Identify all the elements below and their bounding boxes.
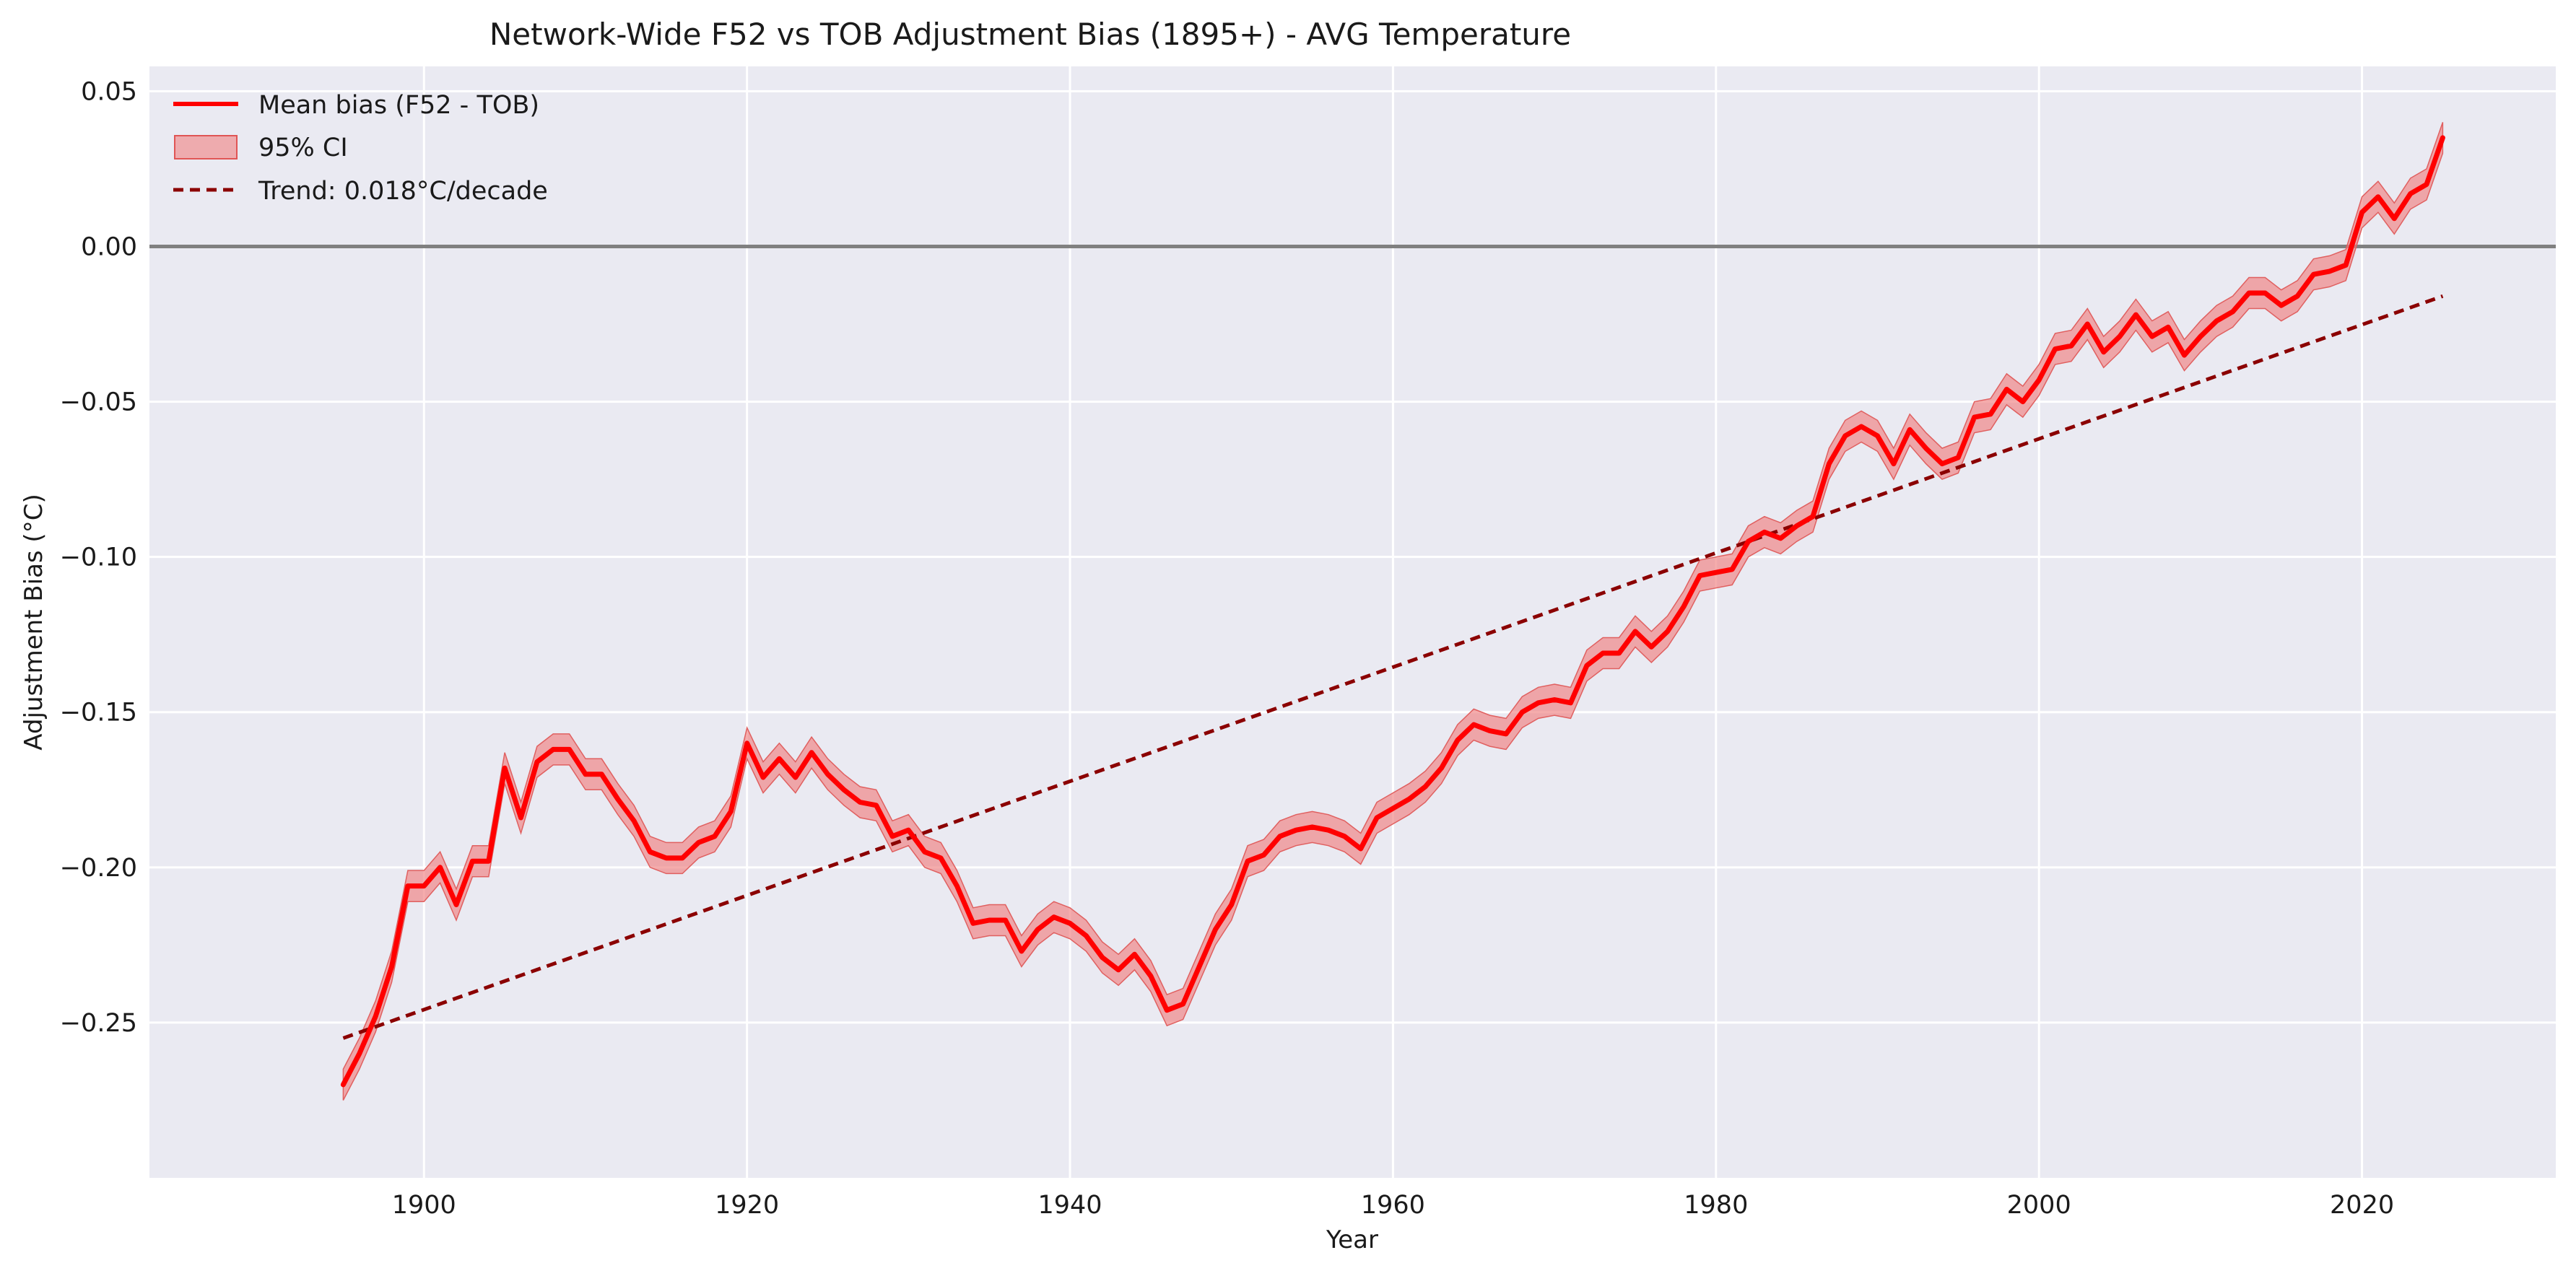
ci-band-area [342, 122, 2444, 1101]
y-axis-label: Adjustment Bias (°C) [19, 494, 48, 750]
x-tick-labels: 1900 1920 1940 1960 1980 2000 2020 [392, 1191, 2394, 1220]
x-tick-label: 1960 [1361, 1191, 1425, 1220]
y-tick-label: −0.20 [60, 854, 137, 883]
legend-mean-label: Mean bias (F52 - TOB) [258, 91, 539, 120]
legend: Mean bias (F52 - TOB) 95% CI Trend: 0.01… [173, 91, 548, 206]
trend-line [342, 294, 2444, 1040]
y-tick-label: 0.05 [81, 77, 137, 106]
y-tick-label: −0.10 [60, 543, 137, 572]
x-tick-label: 1940 [1038, 1191, 1102, 1220]
x-axis-label: Year [1326, 1225, 1378, 1254]
legend-trend-label: Trend: 0.018°C/decade [258, 177, 548, 206]
x-tick-label: 2000 [2007, 1191, 2071, 1220]
y-tick-label: −0.25 [60, 1009, 137, 1038]
trend-line-path [342, 294, 2444, 1040]
mean-bias-line [340, 135, 2445, 1088]
x-tick-label: 1900 [392, 1191, 456, 1220]
y-tick-label: −0.05 [60, 388, 137, 417]
plot-area [149, 66, 2556, 1178]
y-tick-labels: 0.05 0.00 −0.05 −0.10 −0.15 −0.20 −0.25 [60, 77, 137, 1038]
x-tick-label: 2020 [2330, 1191, 2394, 1220]
y-tick-label: 0.00 [81, 232, 137, 261]
mean-bias-path [340, 135, 2445, 1088]
chart-title: Network-Wide F52 vs TOB Adjustment Bias … [489, 17, 1571, 52]
ci-band [342, 122, 2444, 1101]
x-tick-label: 1980 [1684, 1191, 1748, 1220]
legend-ci-swatch [174, 135, 238, 160]
x-tick-label: 1920 [715, 1191, 779, 1220]
legend-ci-label: 95% CI [258, 134, 348, 162]
y-tick-label: −0.15 [60, 699, 137, 727]
